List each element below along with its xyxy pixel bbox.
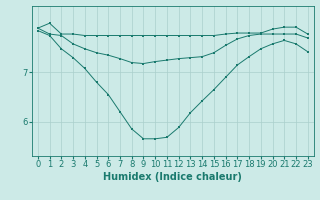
X-axis label: Humidex (Indice chaleur): Humidex (Indice chaleur) bbox=[103, 172, 242, 182]
